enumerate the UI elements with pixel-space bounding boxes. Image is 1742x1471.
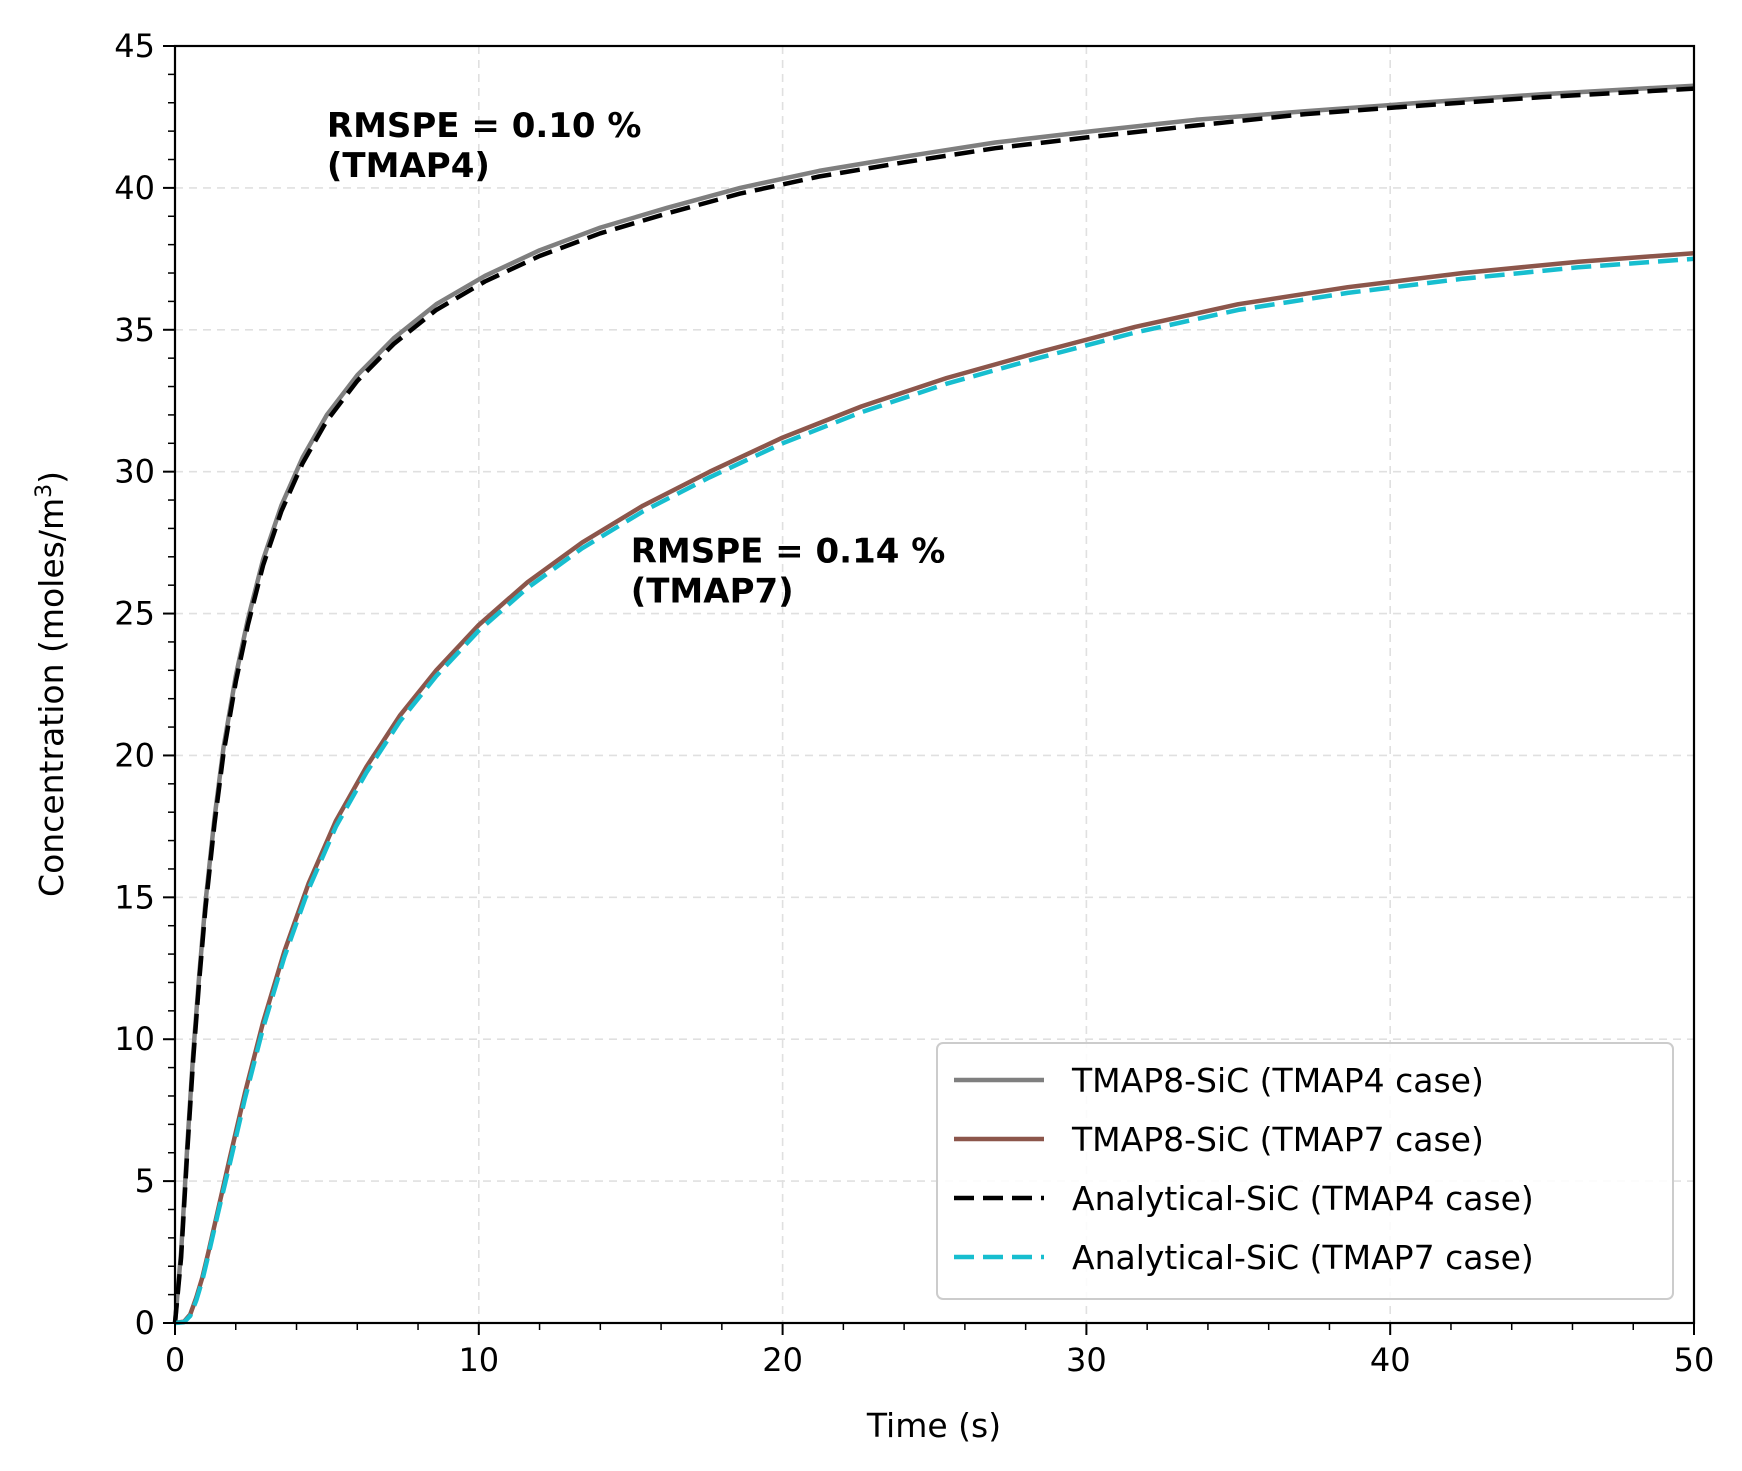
y-tick-label: 10	[114, 1020, 155, 1058]
y-tick-label: 25	[114, 595, 155, 633]
y-tick-label: 0	[135, 1304, 155, 1342]
y-tick-label: 35	[114, 311, 155, 349]
y-axis-label-main: Concentration (moles/m	[32, 498, 71, 897]
x-tick-label: 10	[458, 1341, 499, 1379]
y-tick-label: 20	[114, 736, 155, 774]
legend-box	[936, 1042, 1674, 1300]
series-line-3	[172, 86, 1695, 1324]
y-axis-label-superscript: 3	[32, 484, 57, 498]
y-axis-label-end: )	[32, 471, 71, 484]
annotation-2-line2: (TMAP7)	[631, 571, 794, 611]
y-tick-label: 45	[114, 27, 155, 65]
series-lines	[172, 83, 1695, 1326]
annotation-1-line1: RMSPE = 0.10 %	[327, 106, 642, 146]
y-tick-label: 5	[135, 1162, 155, 1200]
legend-label-1: TMAP8-SiC (TMAP4 case)	[1071, 1061, 1484, 1100]
x-tick-label: 30	[1066, 1341, 1107, 1379]
legend-entries: TMAP8-SiC (TMAP4 case) TMAP8-SiC (TMAP7 c…	[954, 1061, 1534, 1277]
legend-label-3: Analytical-SiC (TMAP4 case)	[1072, 1179, 1534, 1218]
y-tick-label: 40	[114, 169, 155, 207]
axis-ticks: 0 10 20 30 40 50 0 5 10 15 20 25 30 35 40 45	[114, 27, 1714, 1379]
series-line-4	[174, 256, 1695, 1326]
legend-label-2: TMAP8-SiC (TMAP7 case)	[1071, 1120, 1484, 1159]
legend-label-4: Analytical-SiC (TMAP7 case)	[1072, 1238, 1534, 1277]
plot-frame	[173, 44, 1696, 1325]
x-tick-label: 50	[1674, 1341, 1715, 1379]
x-tick-label: 20	[762, 1341, 803, 1379]
legend: TMAP8-SiC (TMAP4 case) TMAP8-SiC (TMAP7 c…	[936, 1042, 1674, 1300]
x-axis-label: Time (s)	[866, 1406, 1001, 1445]
annotation-2-line1: RMSPE = 0.14 %	[631, 531, 946, 571]
x-tick-label: 0	[165, 1341, 185, 1379]
annotations: RMSPE = 0.10 %(TMAP4) RMSPE = 0.14 %(TMAP…	[327, 106, 945, 612]
x-tick-label: 40	[1370, 1341, 1411, 1379]
y-axis-label: Concentration (moles/m3)	[32, 471, 71, 897]
annotation-1-line2: (TMAP4)	[327, 146, 490, 186]
series-line-2	[174, 250, 1695, 1326]
y-tick-label: 30	[114, 453, 155, 491]
y-tick-label: 15	[114, 878, 155, 916]
